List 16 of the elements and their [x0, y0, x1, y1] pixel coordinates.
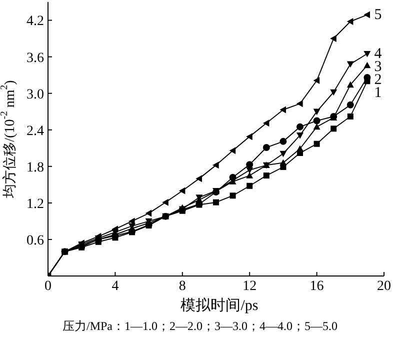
x-tick-label: 16 [310, 278, 324, 294]
x-tick-label: 12 [242, 278, 257, 294]
y-tick-label: 1.2 [26, 196, 44, 212]
x-tick-label: 20 [377, 278, 391, 294]
y-tick-label: 0.6 [26, 233, 44, 248]
y-tick-label: 1.8 [26, 160, 44, 176]
y-tick-label: 3.6 [26, 50, 44, 66]
x-tick-label: 0 [44, 278, 52, 294]
x-tick-label: 4 [112, 278, 119, 294]
x-tick-label: 8 [178, 278, 186, 294]
y-tick-label: 4.2 [26, 14, 44, 30]
text: 压力/MPa：1—1.0；2—2.0；3—3.0；4—4.0；5—5.0 [61, 318, 338, 335]
y-tick-label: 3.0 [26, 87, 44, 102]
y-tick-label: 2.4 [26, 124, 44, 139]
x-axis-title: 模拟时间/ps [180, 296, 260, 315]
series-label: 5 [374, 6, 382, 23]
